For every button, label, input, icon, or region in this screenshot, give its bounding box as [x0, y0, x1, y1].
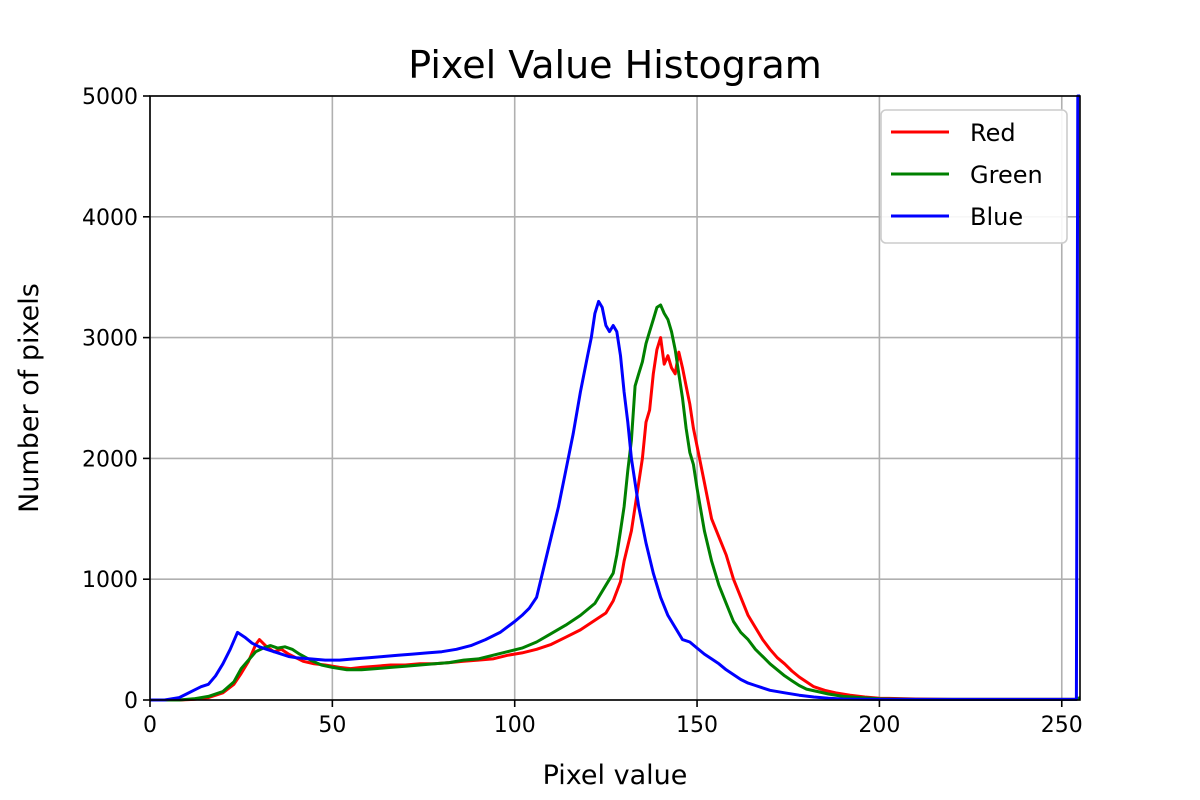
plot-frame — [149, 95, 1081, 701]
x-tick-label: 50 — [318, 713, 346, 738]
series-line-blue — [150, 94, 1080, 702]
y-tick-label: 1000 — [82, 568, 138, 593]
y-tick-label: 0 — [124, 689, 138, 714]
y-tick-label: 3000 — [82, 327, 138, 352]
legend-label-green: Green — [970, 161, 1043, 189]
y-tick-label: 4000 — [82, 206, 138, 231]
y-tick-label: 5000 — [82, 85, 138, 110]
x-tick-label: 150 — [676, 713, 718, 738]
chart-title: Pixel Value Histogram — [408, 43, 822, 87]
x-tick-label: 0 — [143, 713, 157, 738]
x-tick-label: 250 — [1041, 713, 1083, 738]
series-line-green — [150, 303, 1081, 702]
y-axis-label: Number of pixels — [14, 283, 45, 513]
legend: Red Green Blue — [880, 109, 1068, 244]
x-tick-label: 100 — [494, 713, 536, 738]
series-layer — [150, 94, 1081, 702]
legend-box — [880, 109, 1068, 244]
legend-label-red: Red — [970, 119, 1016, 147]
y-tick-label: 2000 — [82, 447, 138, 472]
axis-ticks: 0 50 100 150 200 250 0 1000 2000 3000 4000 5000 — [82, 85, 1083, 738]
series-line-red — [150, 336, 1081, 702]
legend-label-blue: Blue — [970, 203, 1023, 231]
x-tick-label: 200 — [858, 713, 900, 738]
x-axis-label: Pixel value — [543, 760, 688, 791]
